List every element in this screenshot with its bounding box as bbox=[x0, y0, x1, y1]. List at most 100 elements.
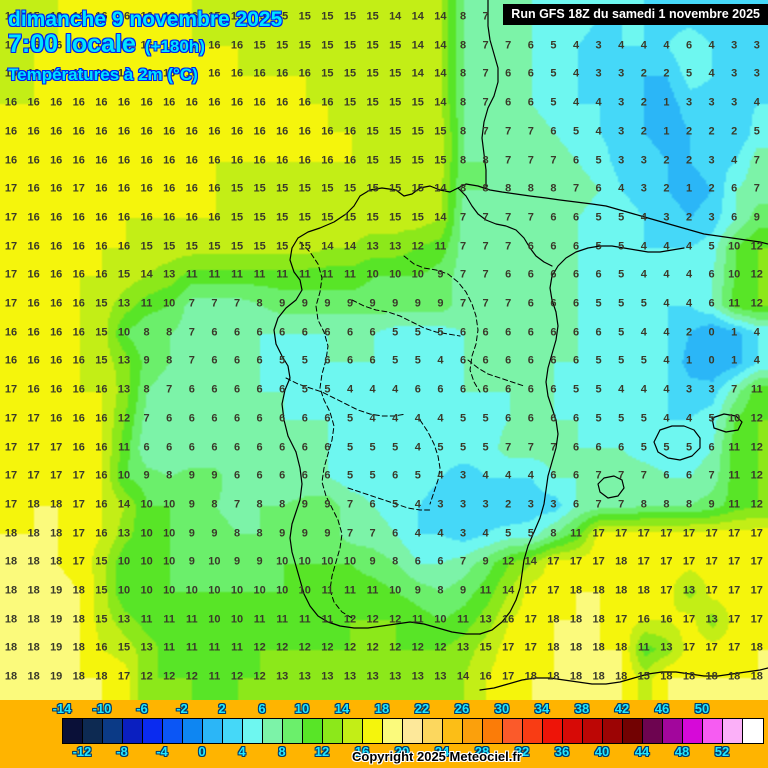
grid-temperature-value: 10 bbox=[298, 584, 311, 597]
colorscale-swatch bbox=[203, 719, 223, 743]
grid-temperature-value: 12 bbox=[253, 641, 266, 654]
grid-temperature-value: 3 bbox=[437, 498, 444, 511]
grid-temperature-value: 17 bbox=[117, 670, 131, 683]
grid-temperature-value: 15 bbox=[230, 10, 244, 23]
colorscale-tick-bottom: 52 bbox=[714, 744, 730, 759]
grid-temperature-value: 17 bbox=[750, 527, 763, 540]
grid-temperature-value: 7 bbox=[527, 154, 534, 166]
grid-temperature-value: 3 bbox=[595, 39, 602, 52]
grid-temperature-value: 17 bbox=[569, 555, 583, 568]
grid-temperature-value: 15 bbox=[321, 211, 334, 224]
grid-temperature-value: 7 bbox=[527, 125, 534, 138]
grid-temperature-value: 3 bbox=[459, 498, 467, 511]
grid-temperature-value: 3 bbox=[482, 498, 489, 511]
grid-temperature-value: 10 bbox=[208, 555, 221, 568]
grid-temperature-value: 5 bbox=[618, 297, 625, 310]
grid-temperature-value: 17 bbox=[660, 555, 673, 568]
grid-temperature-value: 5 bbox=[685, 441, 693, 453]
grid-temperature-value: 7 bbox=[572, 182, 580, 195]
grid-temperature-value: 11 bbox=[185, 613, 198, 626]
grid-temperature-value: 10 bbox=[411, 268, 424, 281]
grid-temperature-value: 4 bbox=[414, 412, 421, 425]
grid-temperature-value: 6 bbox=[572, 211, 580, 224]
grid-temperature-value: 8 bbox=[663, 498, 670, 511]
grid-temperature-value: 16 bbox=[50, 326, 63, 339]
grid-temperature-value: 14 bbox=[140, 268, 153, 281]
grid-temperature-value: 7 bbox=[188, 297, 195, 310]
grid-temperature-value: 16 bbox=[479, 670, 492, 683]
grid-temperature-value: 16 bbox=[72, 10, 85, 23]
grid-temperature-value: 18 bbox=[4, 670, 18, 683]
grid-temperature-value: 5 bbox=[595, 240, 602, 253]
grid-temperature-value: 15 bbox=[366, 154, 379, 166]
grid-temperature-value: 15 bbox=[4, 67, 18, 80]
grid-temperature-value: 16 bbox=[27, 182, 40, 195]
colorscale-tick-bottom: -4 bbox=[156, 744, 168, 759]
grid-temperature-value: 9 bbox=[233, 555, 241, 568]
colorscale-tick-top: 38 bbox=[574, 701, 590, 716]
grid-temperature-value: 15 bbox=[321, 10, 334, 23]
grid-temperature-value: 16 bbox=[117, 96, 131, 109]
grid-temperature-value: 18 bbox=[547, 670, 560, 683]
grid-temperature-value: 5 bbox=[369, 469, 376, 482]
grid-temperature-value: 4 bbox=[731, 154, 738, 166]
colorscale-swatch bbox=[643, 719, 663, 743]
grid-temperature-value: 12 bbox=[321, 641, 334, 654]
grid-temperature-value: 12 bbox=[750, 240, 763, 253]
grid-temperature-value: 16 bbox=[95, 240, 108, 253]
colorscale-swatch bbox=[63, 719, 83, 743]
grid-temperature-value: 12 bbox=[253, 670, 266, 683]
grid-temperature-value: 16 bbox=[50, 268, 63, 281]
grid-temperature-value: 3 bbox=[708, 154, 715, 166]
grid-temperature-value: 14 bbox=[321, 240, 334, 253]
grid-temperature-value: 17 bbox=[547, 584, 560, 597]
grid-temperature-value: 15 bbox=[253, 240, 266, 253]
grid-temperature-value: 5 bbox=[369, 441, 376, 453]
grid-temperature-value: 9 bbox=[437, 297, 444, 310]
grid-temperature-value: 6 bbox=[233, 469, 241, 482]
grid-temperature-value: 10 bbox=[140, 555, 153, 568]
grid-temperature-value: 2 bbox=[685, 211, 693, 224]
grid-temperature-value: 8 bbox=[256, 527, 263, 540]
grid-temperature-value: 18 bbox=[547, 613, 560, 626]
grid-temperature-value: 16 bbox=[253, 154, 266, 166]
grid-temperature-value: 9 bbox=[188, 555, 195, 568]
colorscale-swatch bbox=[403, 719, 423, 743]
grid-temperature-value: 7 bbox=[505, 125, 512, 138]
grid-temperature-value: 15 bbox=[389, 39, 402, 52]
grid-temperature-value: 11 bbox=[344, 268, 356, 281]
grid-temperature-value: 16 bbox=[117, 211, 131, 224]
grid-temperature-value: 11 bbox=[457, 613, 469, 626]
grid-temperature-value: 15 bbox=[389, 211, 402, 224]
colorscale-swatch bbox=[703, 719, 723, 743]
grid-temperature-value: 6 bbox=[572, 240, 580, 253]
grid-temperature-value: 11 bbox=[298, 613, 311, 626]
grid-temperature-value: 9 bbox=[188, 498, 195, 511]
grid-temperature-value: 17 bbox=[705, 584, 718, 597]
grid-temperature-value: 3 bbox=[640, 154, 647, 166]
grid-temperature-value: 6 bbox=[233, 383, 241, 396]
grid-temperature-value: 16 bbox=[208, 154, 221, 166]
grid-temperature-value: 6 bbox=[324, 326, 331, 339]
grid-temperature-value: 16 bbox=[230, 96, 244, 109]
grid-temperature-value: 6 bbox=[550, 469, 557, 482]
grid-temperature-value: 7 bbox=[459, 555, 467, 568]
grid-temperature-value: 4 bbox=[663, 326, 670, 339]
grid-temperature-value: 16 bbox=[660, 613, 673, 626]
grid-temperature-value: 16 bbox=[50, 39, 63, 52]
grid-temperature-value: 10 bbox=[163, 584, 176, 597]
grid-temperature-value: 5 bbox=[346, 441, 354, 453]
grid-temperature-value: 17 bbox=[4, 211, 18, 224]
grid-temperature-value: 15 bbox=[230, 182, 244, 195]
colorscale-swatch bbox=[383, 719, 403, 743]
grid-temperature-value: 6 bbox=[188, 441, 195, 453]
grid-temperature-value: 16 bbox=[72, 412, 85, 425]
colorscale-tick-bottom: -8 bbox=[116, 744, 128, 759]
grid-temperature-value: 16 bbox=[208, 96, 221, 109]
grid-temperature-value: 6 bbox=[482, 354, 489, 367]
grid-temperature-value: 3 bbox=[753, 39, 760, 52]
grid-temperature-value: 11 bbox=[231, 268, 243, 281]
grid-temperature-value: 3 bbox=[731, 39, 738, 52]
grid-temperature-value: 6 bbox=[256, 354, 263, 367]
grid-temperature-value: 9 bbox=[188, 469, 195, 482]
